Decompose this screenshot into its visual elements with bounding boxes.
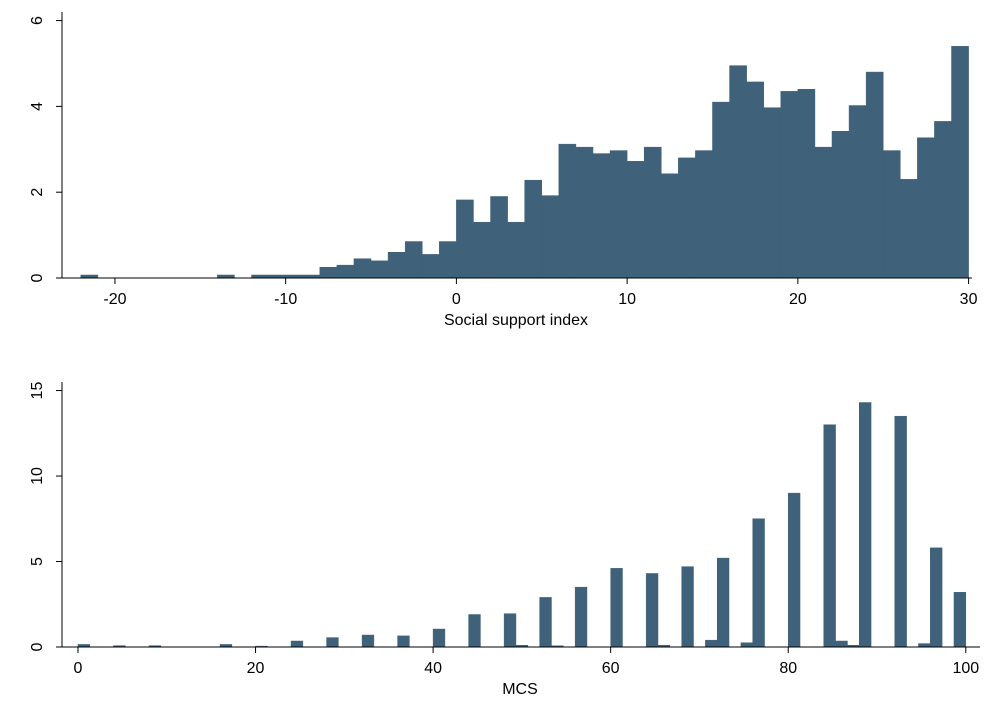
bar xyxy=(835,640,848,648)
bar xyxy=(490,196,508,279)
x-tick-label: 40 xyxy=(424,660,442,677)
bar xyxy=(507,221,525,279)
bar xyxy=(558,143,577,279)
bar xyxy=(643,146,662,279)
x-tick-label: 20 xyxy=(247,660,265,677)
y-tick-label: 10 xyxy=(29,467,46,485)
x-tick-label: -20 xyxy=(103,291,126,308)
y-tick-label: 4 xyxy=(29,102,46,111)
bar xyxy=(421,254,440,279)
bar xyxy=(439,241,457,279)
bar xyxy=(716,557,730,648)
bar xyxy=(859,402,872,648)
bar xyxy=(951,46,969,279)
x-tick-label: 80 xyxy=(779,660,797,677)
x-tick-label: 10 xyxy=(618,291,636,308)
bar xyxy=(900,179,918,279)
x-axis-label: Social support index xyxy=(444,312,588,329)
bar xyxy=(503,613,517,648)
bar xyxy=(752,518,765,648)
y-tick-label: 15 xyxy=(29,382,46,400)
bar xyxy=(865,71,884,279)
bar xyxy=(353,258,372,279)
bar xyxy=(729,65,747,279)
bar xyxy=(290,640,304,648)
bar xyxy=(712,101,730,279)
bar xyxy=(787,492,801,648)
x-tick-label: 100 xyxy=(952,660,979,677)
bar xyxy=(404,241,423,279)
bar xyxy=(797,88,816,279)
bar xyxy=(541,195,560,279)
x-tick-label: 0 xyxy=(74,660,83,677)
x-tick-label: 20 xyxy=(789,291,807,308)
bar xyxy=(468,614,481,648)
bar xyxy=(831,131,850,279)
bar xyxy=(456,199,474,279)
bar xyxy=(918,643,931,648)
y-tick-label: 5 xyxy=(29,557,46,566)
bar xyxy=(930,547,943,648)
bar xyxy=(539,597,552,648)
bar xyxy=(592,153,611,279)
bar xyxy=(705,639,718,648)
x-tick-label: -10 xyxy=(274,291,297,308)
bar xyxy=(695,150,713,279)
bar xyxy=(814,146,833,279)
y-tick-label: 2 xyxy=(29,188,46,197)
bar xyxy=(894,415,907,648)
bar xyxy=(524,179,543,279)
x-tick-label: 0 xyxy=(452,291,461,308)
bar xyxy=(953,592,967,648)
bar xyxy=(746,81,764,279)
bar xyxy=(370,260,389,279)
bar xyxy=(626,161,645,279)
bar xyxy=(397,635,410,648)
bar xyxy=(610,568,623,648)
bar xyxy=(361,634,375,648)
bar xyxy=(823,424,836,648)
bar xyxy=(780,91,799,279)
x-tick-label: 60 xyxy=(602,660,620,677)
bar xyxy=(882,150,901,279)
bar xyxy=(473,221,491,279)
bar xyxy=(387,252,406,279)
bar xyxy=(848,105,867,279)
x-axis-label: MCS xyxy=(502,681,538,698)
bar xyxy=(432,628,446,648)
y-tick-label: 0 xyxy=(29,273,46,282)
bar xyxy=(681,566,694,648)
y-tick-label: 6 xyxy=(29,16,46,25)
bar xyxy=(661,173,679,279)
bar xyxy=(917,137,935,279)
y-tick-label: 0 xyxy=(29,642,46,651)
bar xyxy=(740,642,753,648)
bar xyxy=(609,150,628,279)
bar xyxy=(319,267,338,279)
bar xyxy=(934,121,952,279)
bar xyxy=(326,637,339,648)
bar xyxy=(678,157,696,279)
bar xyxy=(574,586,588,648)
bar xyxy=(575,146,594,279)
bar xyxy=(763,107,782,279)
bar xyxy=(336,264,355,279)
x-tick-label: 30 xyxy=(960,291,978,308)
bar xyxy=(645,573,659,648)
